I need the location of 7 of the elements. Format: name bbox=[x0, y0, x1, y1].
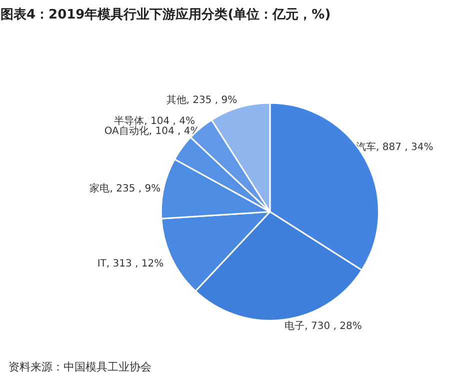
text: 资料来源：中国模具工业协会 bbox=[8, 360, 152, 374]
slice-label: 家电, 235 , 9% bbox=[90, 182, 161, 194]
slice-label: 其他, 235 , 9% bbox=[166, 94, 238, 106]
chart-title: 图表4：2019年模具行业下游应用分类(单位：亿元，%) bbox=[0, 6, 331, 22]
slice-label: 电子, 730 , 28% bbox=[284, 320, 362, 332]
slice-label: 半导体, 104 , 4% bbox=[114, 115, 196, 128]
slice-label: IT, 313 , 12% bbox=[97, 258, 164, 270]
